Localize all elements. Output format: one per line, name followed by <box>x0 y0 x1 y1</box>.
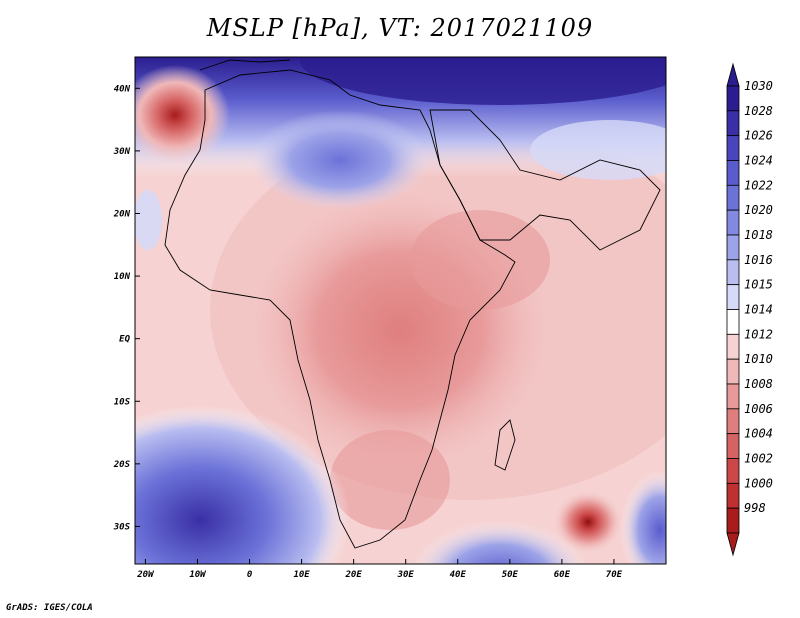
colorbar-swatch <box>726 135 740 161</box>
colorbar-level-label: 1008 <box>744 377 773 391</box>
lat-tick-label: 30N <box>113 147 131 157</box>
colorbar: 1030 1028 1026 1024 1022 1020 1018 1016 1015 1014… <box>726 62 773 557</box>
colorbar-swatch <box>726 184 740 211</box>
colorbar-swatch <box>726 234 740 261</box>
colorbar-swatch <box>726 85 740 112</box>
colorbar-swatch <box>726 160 740 186</box>
colorbar-swatch <box>726 209 740 236</box>
colorbar-level-label: 1000 <box>744 476 773 490</box>
lon-tick-label: 20E <box>345 570 363 580</box>
coastlines <box>164 59 661 549</box>
latitude-axis: 40N 30N 20N 10N EQ 10S 20S 30S <box>113 84 140 532</box>
colorbar-level-label: 1012 <box>744 327 773 341</box>
colorbar-swatch <box>726 309 740 335</box>
map-title: MSLP [hPa], VT: 2017021109 <box>206 14 594 42</box>
colorbar-level-label: 1010 <box>744 352 773 366</box>
lon-tick-label: 10E <box>293 570 310 580</box>
credit-text: GrADS: IGES/COLA <box>6 603 93 613</box>
colorbar-level-label: 1028 <box>744 104 773 118</box>
colorbar-swatch <box>726 482 740 509</box>
lon-tick-label: 10W <box>189 570 207 580</box>
colorbar-swatch <box>726 408 740 435</box>
lon-tick-label: 50E <box>502 570 519 580</box>
lat-tick-label: 10N <box>114 272 131 282</box>
colorbar-level-label: 1020 <box>744 203 773 217</box>
lon-tick-label: 20W <box>136 570 155 580</box>
lon-tick-label: 70E <box>606 570 623 580</box>
colorbar-swatch <box>726 507 740 534</box>
colorbar-level-label: 1006 <box>744 402 773 416</box>
colorbar-level-label: 1016 <box>744 253 773 267</box>
lat-tick-label: 30S <box>113 522 131 532</box>
colorbar-level-label: 1030 <box>744 79 773 93</box>
longitude-axis: 20W 10W 0 10E 20E 30E 40E 50E 60E 70E <box>136 559 623 580</box>
colorbar-swatch <box>726 383 740 410</box>
colorbar-level-label: 1002 <box>744 452 773 466</box>
colorbar-swatch <box>726 358 740 385</box>
lat-tick-label: 20N <box>113 209 131 219</box>
colorbar-level-label: 1015 <box>744 278 773 292</box>
colorbar-level-label: 998 <box>744 501 766 515</box>
lat-tick-label: EQ <box>119 335 130 345</box>
colorbar-level-label: 1018 <box>744 228 773 242</box>
colorbar-level-label: 1004 <box>744 427 773 441</box>
lat-tick-label: 10S <box>114 397 131 407</box>
colorbar-level-label: 1014 <box>744 303 773 317</box>
colorbar-bottom-arrow <box>726 532 740 557</box>
lat-tick-label: 20S <box>113 460 131 470</box>
colorbar-top-arrow <box>726 62 740 87</box>
colorbar-level-label: 1026 <box>744 129 773 143</box>
colorbar-swatch <box>726 433 740 459</box>
colorbar-swatch <box>726 284 740 310</box>
colorbar-swatch <box>726 259 740 286</box>
lon-tick-label: 30E <box>397 570 415 580</box>
lat-tick-label: 40N <box>114 84 131 94</box>
colorbar-level-label: 1024 <box>744 154 773 168</box>
plot-frame <box>134 56 667 565</box>
pressure-field <box>135 57 666 564</box>
colorbar-level-label: 1022 <box>744 178 773 192</box>
colorbar-swatch <box>726 333 740 360</box>
lon-tick-label: 60E <box>554 570 571 580</box>
colorbar-swatch <box>726 110 740 137</box>
lon-tick-label: 0 <box>247 570 253 580</box>
lon-tick-label: 40E <box>450 570 467 580</box>
colorbar-swatch <box>726 458 740 484</box>
